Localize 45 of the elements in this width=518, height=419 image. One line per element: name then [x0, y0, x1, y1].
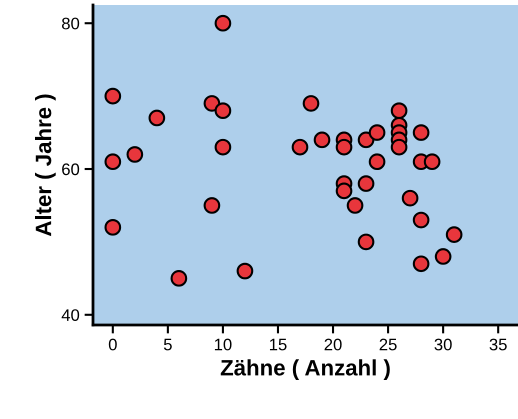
x-tick-label: 25 — [380, 338, 397, 350]
x-axis-title: Zähne ( Anzahl ) — [220, 359, 390, 380]
point — [336, 138, 352, 156]
point — [358, 132, 374, 148]
point — [434, 248, 452, 265]
point — [104, 218, 122, 236]
y-tick-label: 60 — [62, 163, 80, 176]
point — [402, 190, 418, 206]
point — [368, 124, 386, 141]
point — [214, 102, 232, 120]
point — [412, 124, 430, 141]
point — [204, 95, 220, 112]
x-tick-label: 20 — [324, 338, 342, 350]
point — [424, 153, 440, 170]
x-tick-label: 0 — [108, 338, 117, 350]
point — [292, 138, 308, 156]
y-axis-title: Alter ( Jahre ) — [35, 94, 56, 236]
point — [302, 95, 320, 112]
y-tick-label: 40 — [62, 309, 80, 321]
point — [412, 255, 430, 272]
point — [390, 102, 408, 120]
x-tick-label: 5 — [164, 338, 172, 350]
point — [336, 182, 352, 200]
x-tick-label: 30 — [434, 338, 452, 350]
point — [390, 138, 408, 156]
point — [358, 234, 374, 250]
point — [204, 197, 220, 214]
point — [104, 88, 122, 104]
point — [412, 212, 430, 228]
point — [314, 132, 330, 148]
point — [170, 270, 188, 287]
point — [214, 14, 232, 32]
x-tick-label: 15 — [270, 338, 287, 350]
point — [358, 175, 374, 192]
point — [148, 110, 166, 126]
point — [446, 226, 462, 243]
x-tick-label: 35 — [490, 338, 507, 350]
point — [214, 138, 232, 156]
x-tick-label: 10 — [214, 338, 232, 350]
point — [104, 153, 122, 170]
y-tick-label: 80 — [62, 18, 80, 30]
point — [236, 262, 254, 280]
point — [126, 146, 144, 163]
point — [346, 197, 364, 214]
point — [368, 153, 386, 170]
